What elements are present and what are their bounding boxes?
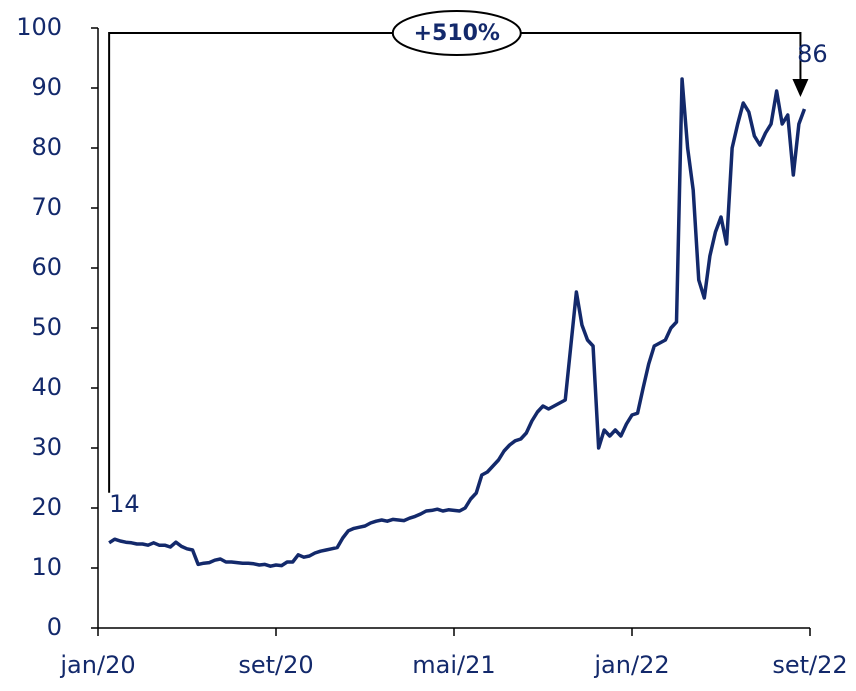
y-tick-label: 60 — [31, 253, 62, 281]
line — [108, 77, 807, 568]
start-label: 14 — [109, 490, 140, 518]
y-tick-label: 100 — [16, 13, 62, 41]
y-tick-label: 80 — [31, 133, 62, 161]
change-label: +510% — [414, 21, 500, 46]
x-tick-label: jan/20 — [59, 651, 135, 679]
y-tick-label: 90 — [31, 73, 62, 101]
end-label: 86 — [797, 40, 828, 68]
y-tick-label: 50 — [31, 313, 62, 341]
y-tick-label: 70 — [31, 193, 62, 221]
y-tick-label: 40 — [31, 373, 62, 401]
x-tick-label: mai/21 — [412, 651, 495, 679]
x-tick-label: set/20 — [238, 651, 313, 679]
x-tick-label: jan/22 — [593, 651, 669, 679]
y-tick-label: 30 — [31, 433, 62, 461]
y-tick-label: 10 — [31, 553, 62, 581]
x-tick-label: set/22 — [772, 651, 847, 679]
change-bubble — [391, 10, 522, 56]
y-tick-label: 0 — [47, 613, 62, 641]
y-tick-label: 20 — [31, 493, 62, 521]
arrow-head — [792, 79, 809, 97]
